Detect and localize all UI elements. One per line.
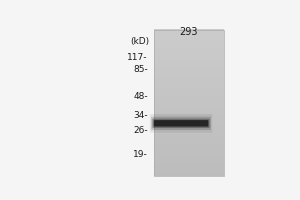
Text: 19-: 19- (133, 150, 148, 159)
Text: 293: 293 (179, 27, 198, 37)
Text: 34-: 34- (133, 111, 148, 120)
FancyBboxPatch shape (151, 117, 211, 130)
Text: 48-: 48- (133, 92, 148, 101)
FancyBboxPatch shape (154, 120, 208, 127)
Text: 85-: 85- (133, 65, 148, 74)
FancyBboxPatch shape (150, 114, 212, 133)
Bar (154, 30, 224, 176)
FancyBboxPatch shape (152, 119, 210, 128)
Text: (kD): (kD) (130, 37, 149, 46)
Text: 26-: 26- (133, 126, 148, 135)
Text: 117-: 117- (128, 53, 148, 62)
